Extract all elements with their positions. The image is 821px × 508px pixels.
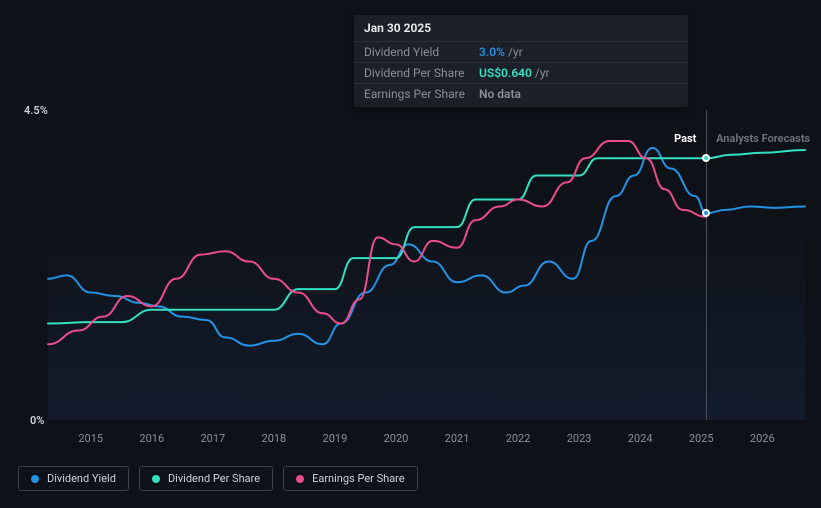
- series-lines: [48, 110, 805, 420]
- x-axis-labels: 2015 2016 2017 2018 2019 2020 2021 2022 2023 2024…: [48, 432, 805, 448]
- tooltip-row: Dividend Yield3.0%/yr: [354, 41, 688, 62]
- x-axis-tick: 2025: [689, 432, 714, 445]
- legend-label: Dividend Per Share: [168, 472, 260, 485]
- tooltip-row-suffix: /yr: [508, 45, 523, 59]
- legend-dot: [296, 475, 304, 483]
- past-label: Past: [674, 132, 696, 145]
- tooltip-row-value: 3.0%: [479, 45, 505, 59]
- y-axis-max-label: 4.5%: [24, 104, 48, 117]
- x-axis-tick: 2022: [506, 432, 531, 445]
- legend-dot: [152, 475, 160, 483]
- tooltip-title: Jan 30 2025: [354, 21, 688, 41]
- x-axis-tick: 2026: [750, 432, 775, 445]
- legend-item[interactable]: Dividend Yield: [18, 466, 129, 491]
- x-axis-tick: 2019: [323, 432, 348, 445]
- tooltip-row-value: US$0.640: [479, 66, 532, 80]
- tooltip-row-suffix: /yr: [535, 66, 550, 80]
- x-axis-tick: 2024: [628, 432, 653, 445]
- tooltip-row-label: Dividend Per Share: [364, 66, 479, 80]
- tooltip-row: Dividend Per ShareUS$0.640/yr: [354, 62, 688, 83]
- series-line-earnings_per_share: [48, 141, 706, 344]
- x-axis-tick: 2023: [567, 432, 592, 445]
- plot-area[interactable]: [48, 110, 805, 420]
- x-axis-tick: 2017: [200, 432, 225, 445]
- dividend-chart: 4.5% 0% 2015 2016 2017 2018 2019 2020 2021 2022…: [0, 0, 821, 508]
- legend-label: Dividend Yield: [47, 472, 116, 485]
- legend-dot: [31, 475, 39, 483]
- chart-legend: Dividend Yield Dividend Per Share Earnings…: [18, 466, 418, 491]
- x-axis-tick: 2018: [262, 432, 287, 445]
- tooltip-row-label: Dividend Yield: [364, 45, 479, 59]
- x-axis-tick: 2015: [78, 432, 103, 445]
- tooltip-row-value: No data: [479, 87, 521, 101]
- legend-item[interactable]: Earnings Per Share: [283, 466, 418, 491]
- series-marker-dividend_yield: [702, 209, 710, 217]
- legend-label: Earnings Per Share: [312, 472, 405, 485]
- x-axis-tick: 2021: [445, 432, 470, 445]
- series-marker-dividend_per_share: [702, 154, 710, 162]
- chart-tooltip: Jan 30 2025 Dividend Yield3.0%/yrDividen…: [354, 15, 688, 107]
- x-axis-tick: 2020: [384, 432, 409, 445]
- x-axis-tick: 2016: [139, 432, 164, 445]
- tooltip-row: Earnings Per ShareNo data: [354, 83, 688, 107]
- legend-item[interactable]: Dividend Per Share: [139, 466, 273, 491]
- tooltip-row-label: Earnings Per Share: [364, 87, 479, 101]
- y-axis-min-label: 0%: [30, 414, 44, 427]
- forecast-label: Analysts Forecasts: [716, 132, 810, 145]
